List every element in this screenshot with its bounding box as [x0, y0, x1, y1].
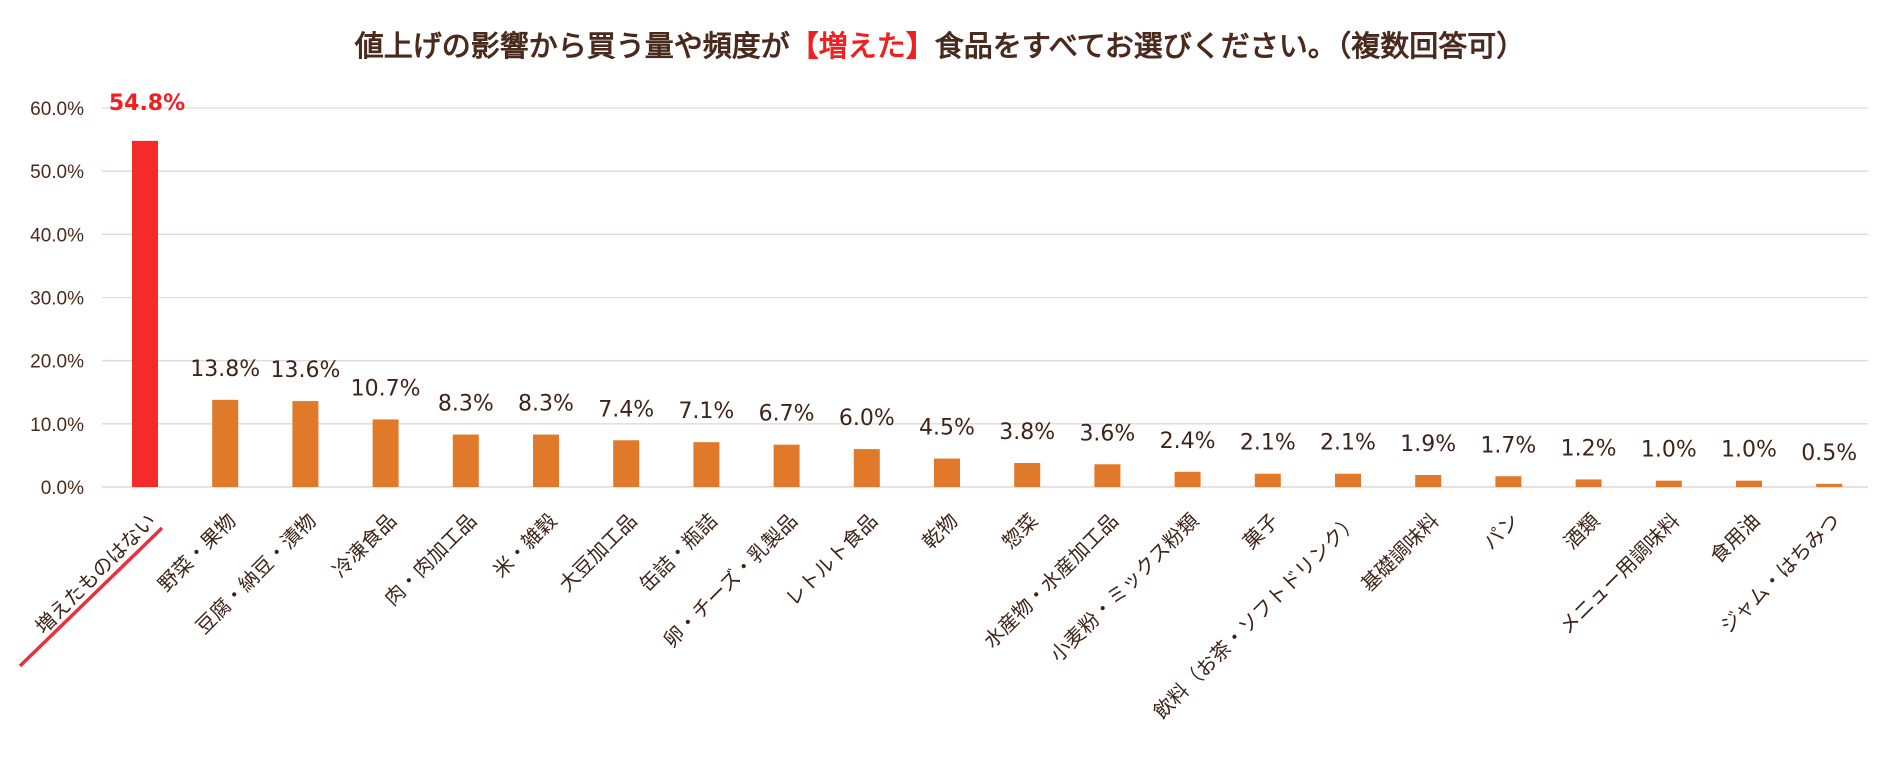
- y-axis-ticks: 0.0% 10.0% 20.0% 30.0% 40.0% 50.0% 60.0%: [30, 99, 84, 499]
- chart-title: 値上げの影響から買う量や頻度が【増えた】食品をすべてお選びください。（複数回答可…: [354, 29, 1525, 63]
- bar: [1575, 479, 1602, 487]
- data-label: 2.1%: [1320, 431, 1376, 456]
- bar: [292, 401, 319, 487]
- bar: [1094, 464, 1121, 487]
- bar: [1014, 462, 1041, 487]
- bar: [1736, 480, 1762, 487]
- data-label: 3.8%: [999, 420, 1055, 445]
- data-label: 6.0%: [839, 406, 895, 431]
- category-label: 乾物: [917, 509, 962, 554]
- y-tick-label: 60.0%: [30, 99, 84, 120]
- data-label: 1.7%: [1480, 433, 1536, 458]
- bar: [853, 449, 880, 487]
- chart-title-suffix: 食品をすべてお選びください。（複数回答可）: [935, 29, 1525, 63]
- bar: [1174, 471, 1201, 487]
- data-label: 1.2%: [1561, 436, 1617, 461]
- data-label: 2.1%: [1240, 431, 1296, 456]
- category-label: 菓子: [1238, 509, 1283, 554]
- bar: [1335, 473, 1361, 487]
- bar: [1655, 480, 1682, 487]
- category-label: 卵・チーズ・乳製品: [659, 509, 803, 653]
- data-label: 13.8%: [190, 357, 260, 382]
- category-label: 惣菜: [997, 509, 1042, 554]
- category-label: 酒類: [1559, 509, 1604, 554]
- data-label: 3.6%: [1079, 421, 1135, 446]
- data-label: 10.7%: [351, 376, 421, 401]
- category-label: 大豆加工品: [554, 509, 642, 597]
- bar: [1495, 476, 1522, 487]
- data-label: 13.6%: [270, 358, 340, 383]
- data-label: 8.3%: [438, 392, 494, 417]
- bar: [1816, 483, 1843, 487]
- category-label: パン: [1478, 509, 1524, 555]
- category-label: 基礎調味料: [1356, 509, 1444, 597]
- category-label: 缶詰・瓶詰: [634, 509, 722, 597]
- bar: [132, 140, 158, 487]
- data-label: 8.3%: [518, 392, 574, 417]
- data-label: 1.0%: [1721, 438, 1777, 463]
- data-label: 54.8%: [109, 91, 185, 116]
- bar: [533, 434, 559, 487]
- y-tick-label: 10.0%: [30, 415, 84, 436]
- y-tick-label: 50.0%: [30, 162, 84, 183]
- data-label: 2.4%: [1160, 429, 1216, 454]
- category-label: 小麦粉・ミックス粉類: [1045, 509, 1203, 667]
- chart-title-highlight: 【増えた】: [790, 29, 935, 63]
- data-label: 7.1%: [678, 399, 734, 424]
- data-label: 0.5%: [1801, 441, 1857, 466]
- bar: [613, 440, 640, 487]
- gridlines: [102, 107, 1868, 488]
- category-label: 米・雑穀: [488, 509, 562, 583]
- category-label: 野菜・果物: [153, 509, 241, 597]
- data-label: 7.4%: [598, 397, 654, 422]
- data-label: 1.9%: [1400, 432, 1456, 457]
- y-tick-label: 30.0%: [30, 289, 84, 310]
- category-label: 冷凍食品: [328, 509, 402, 583]
- y-tick-label: 20.0%: [30, 352, 84, 373]
- bar: [452, 434, 479, 487]
- y-tick-label: 0.0%: [41, 478, 84, 499]
- data-label: 1.0%: [1641, 438, 1697, 463]
- bar: [372, 419, 399, 487]
- bar: [693, 442, 720, 487]
- y-tick-label: 40.0%: [30, 225, 84, 246]
- category-label: 水産物・水産加工品: [979, 509, 1123, 653]
- category-label: 増えたものはない: [30, 509, 160, 639]
- bar: [1415, 474, 1442, 487]
- bar: [1254, 473, 1281, 487]
- data-labels: 54.8% 13.8% 13.6% 10.7% 8.3% 8.3% 7.4% 7.1% 6.7%…: [109, 91, 1857, 466]
- highlight-underline: [18, 526, 164, 668]
- bar: [773, 444, 800, 487]
- data-label: 6.7%: [759, 402, 815, 427]
- data-label: 4.5%: [919, 416, 975, 441]
- bars: [132, 140, 1843, 487]
- bar: [212, 399, 239, 487]
- category-label: 食用油: [1705, 509, 1764, 568]
- bar: [934, 458, 960, 487]
- chart-title-prefix: 値上げの影響から買う量や頻度が: [354, 29, 790, 63]
